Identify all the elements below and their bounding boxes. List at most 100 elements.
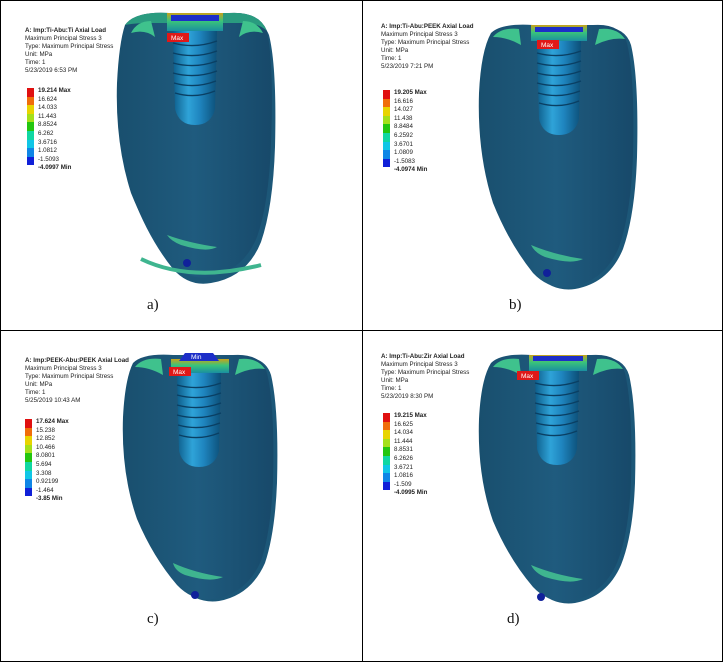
legend-label: 8.0801 [36, 452, 55, 460]
legend-swatch [27, 148, 34, 157]
legend-label: 14.027 [394, 106, 413, 114]
result-time: Time: 1 [25, 59, 46, 66]
fea-model[interactable]: Max [111, 7, 291, 292]
result-type: Type: Maximum Principal Stress [25, 43, 114, 50]
result-type: Type: Maximum Principal Stress [381, 39, 470, 46]
legend-label: 16.625 [394, 420, 413, 428]
legend-swatch [383, 473, 390, 482]
result-time: Time: 1 [25, 389, 46, 396]
panel-a: A: Imp:Ti-Abu:Ti Axial Load Maximum Prin… [0, 0, 363, 331]
legend-label: 1.0812 [38, 147, 57, 155]
result-date: 5/25/2019 10:43 AM [25, 397, 81, 404]
legend-swatch [383, 481, 390, 491]
legend-label: -3.85 Min [36, 495, 63, 503]
legend-swatch [27, 130, 34, 140]
panel-caption: c) [147, 611, 159, 627]
legend-swatch [383, 455, 390, 465]
result-date: 5/23/2019 8:30 PM [381, 393, 434, 400]
legend-label: 1.0809 [394, 149, 413, 157]
implant-threads [536, 50, 582, 107]
min-tag: Min [191, 354, 202, 361]
crest-left [135, 358, 163, 375]
result-time: Time: 1 [381, 55, 402, 62]
collar-top [533, 356, 583, 361]
legend-label: 6.2592 [394, 131, 413, 139]
min-point [543, 269, 551, 277]
legend-label: -1.5093 [38, 155, 59, 163]
legend-label: 3.6701 [394, 140, 413, 148]
result-date: 5/23/2019 6:53 PM [25, 67, 78, 74]
legend-label: 11.438 [394, 114, 413, 122]
legend-swatch [25, 453, 32, 462]
legend-swatch [383, 132, 390, 142]
legend-label: 3.308 [36, 469, 52, 477]
legend-swatch [383, 464, 390, 474]
legend-label: 8.8524 [38, 121, 57, 129]
fea-model[interactable]: Max [475, 23, 655, 298]
legend-label: 16.616 [394, 97, 413, 105]
legend-label: 0.92199 [36, 478, 59, 486]
implant-threads [172, 40, 218, 97]
legend-swatch [383, 107, 390, 116]
crest-left [493, 28, 521, 45]
legend-label: 8.8484 [394, 123, 413, 131]
legend-label: -4.0995 Min [394, 489, 428, 497]
legend-label: 17.624 Max [36, 418, 69, 425]
collar-top [171, 15, 219, 21]
legend-swatch [383, 141, 390, 151]
panel-info: A: Imp:Ti-Abu:Zir Axial Load Maximum Pri… [381, 353, 469, 401]
legend-label: 11.444 [394, 437, 413, 445]
max-tag: Max [173, 369, 186, 376]
panel-info: A: Imp:Ti-Abu:PEEK Axial Load Maximum Pr… [381, 23, 473, 71]
lower-stress-band [173, 563, 223, 580]
collar-top [535, 27, 583, 32]
fea-model[interactable]: Max [475, 353, 650, 608]
legend-swatch [27, 113, 34, 123]
lower-stress-band [167, 235, 217, 250]
legend-label: -4.0974 Min [394, 166, 428, 174]
legend-label: -1.464 [36, 486, 54, 494]
lower-stress-band [531, 245, 583, 262]
min-tag-bg [179, 353, 219, 361]
result-name: Maximum Principal Stress 3 [381, 361, 458, 368]
legend-swatch [383, 115, 390, 125]
legend-label: 6.262 [38, 129, 54, 137]
panel-caption: a) [147, 297, 159, 313]
panel-title: A: Imp:Ti-Abu:PEEK Axial Load [381, 23, 474, 30]
legend-swatch [27, 156, 34, 166]
panel-title: A: Imp:PEEK-Abu:PEEK Axial Load [25, 357, 129, 364]
legend-swatch [383, 438, 390, 448]
max-tag: Max [541, 42, 554, 49]
legend-swatch [25, 444, 32, 454]
crest-right [593, 358, 623, 375]
max-tag-bg [517, 371, 539, 380]
max-tag: Max [171, 35, 184, 42]
bone-body [122, 354, 274, 600]
bone-body [478, 24, 634, 288]
legend-label: 14.034 [394, 429, 413, 437]
bone-body [116, 12, 272, 278]
result-unit: Unit: MPa [381, 47, 409, 54]
crest-right [239, 21, 263, 37]
legend-swatch [25, 427, 32, 437]
lower-stress-band [531, 565, 583, 582]
panel-title: A: Imp:Ti-Abu:Zir Axial Load [381, 353, 465, 360]
legend-swatch [25, 461, 32, 471]
legend-swatch [27, 105, 34, 114]
legend-swatch [383, 158, 390, 168]
legend-swatch [25, 419, 32, 428]
legend-label: -1.5083 [394, 157, 415, 165]
panel-info: A: Imp:Ti-Abu:Ti Axial Load Maximum Prin… [25, 27, 113, 75]
max-tag-bg [537, 40, 559, 49]
legend-label: 19.205 Max [394, 89, 427, 96]
min-point [191, 591, 199, 599]
legend-label: 3.6716 [38, 138, 57, 146]
result-name: Maximum Principal Stress 3 [25, 35, 102, 42]
legend-swatch [383, 150, 390, 159]
fea-model[interactable]: Min Max [119, 353, 289, 608]
result-date: 5/23/2019 7:21 PM [381, 63, 434, 70]
crest-left [493, 358, 521, 375]
legend-swatch [27, 122, 34, 131]
max-tag-bg [169, 367, 191, 376]
